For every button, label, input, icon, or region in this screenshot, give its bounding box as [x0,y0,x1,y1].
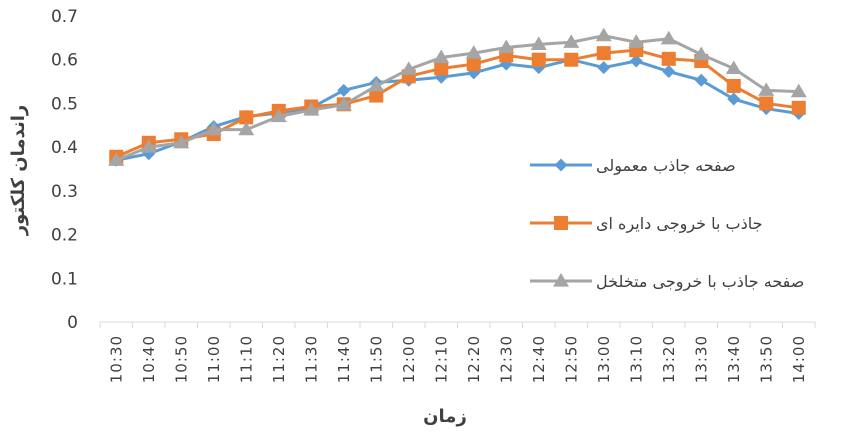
data-point [726,78,741,93]
data-point [270,108,287,123]
y-tick-label: 0.3 [51,182,78,202]
data-point [400,61,417,75]
data-point [662,65,676,79]
series-2 [109,43,806,164]
legend-marker [554,216,568,230]
y-tick-label: 0.2 [51,226,78,246]
x-tick-label: 13:30 [692,335,710,383]
data-point [628,34,645,48]
legend-item: جاذب با خروجی دایره ای [530,214,763,234]
data-point [303,101,320,116]
x-tick-label: 12:30 [497,335,515,383]
legend-label: صفحه جاذب با خروجی متخلخل [596,272,804,292]
legend: صفحه جاذب معمولی جاذب با خروجی دایره ای صف… [530,156,804,292]
legend-marker [553,273,569,287]
x-tick-label: 12:50 [562,335,580,383]
data-point [694,73,708,87]
data-point [563,34,580,48]
data-point [530,36,547,51]
data-point [140,139,157,153]
data-point [693,46,710,61]
legend-label: جاذب با خروجی دایره ای [596,214,763,234]
data-point [498,39,515,54]
x-tick-label: 13:20 [660,335,678,383]
x-tick-label: 13:00 [595,335,613,383]
x-tick-label: 12:40 [530,335,548,383]
y-tick-label: 0.4 [51,138,78,158]
data-point [595,27,612,42]
data-point [466,57,481,72]
data-point [239,110,254,125]
x-tick-label: 10:50 [172,335,190,383]
data-point [337,83,351,97]
series-line [115,34,799,162]
y-tick-label: 0.7 [51,7,78,27]
data-point [108,152,125,166]
data-point [727,92,741,106]
series-line [115,48,799,159]
y-tick-label: 0.5 [51,94,78,114]
y-tick-label: 0 [67,313,78,333]
data-point [791,100,806,115]
data-point [205,121,222,136]
legend-item: صفحه جاذب با خروجی متخلخل [530,272,804,292]
x-tick-label: 10:40 [140,335,158,383]
data-point [531,52,546,67]
legend-item: صفحه جاذب معمولی [530,156,736,176]
x-tick-label: 12:00 [400,335,418,383]
x-tick-label: 12:20 [465,335,483,383]
data-point [368,77,385,92]
data-point [790,83,807,98]
x-tick-label: 12:10 [432,335,450,383]
legend-label: صفحه جاذب معمولی [596,156,736,176]
legend-marker [554,158,568,172]
data-point [564,52,579,67]
x-tick-label: 10:30 [107,335,125,383]
data-point [759,96,774,111]
data-point [660,30,677,45]
data-point [596,46,611,61]
series-line [115,58,799,162]
data-point [433,49,450,64]
x-axis-title: زمان [423,406,467,427]
y-axis-title: راندمان کلکتور [8,105,29,237]
data-point [661,51,676,66]
x-tick-label: 11:30 [302,335,320,383]
x-tick-label: 13:10 [627,335,645,383]
data-point [434,61,449,76]
data-point [629,54,643,68]
y-tick-label: 0.1 [51,269,78,289]
data-point [597,61,611,75]
data-point [465,45,482,59]
data-point [725,60,742,75]
y-tick-label: 0.6 [51,51,78,71]
data-point [173,134,190,149]
x-tick-label: 11:50 [367,335,385,383]
x-tick-label: 11:00 [205,335,223,383]
axes: 0 0.1 0.2 0.3 0.4 0.5 0.6 0.7 10:30 10:40 10:50 11:… [51,7,816,383]
x-tick-label: 13:40 [725,335,743,383]
data-point [335,96,352,111]
x-tick-label: 11:10 [237,335,255,383]
x-tick-label: 11:40 [335,335,353,383]
series-1 [109,53,806,167]
x-tick-label: 14:00 [790,335,808,383]
data-point [369,88,384,103]
data-point [238,121,255,136]
series-3 [108,27,807,166]
data-point [532,61,546,75]
x-tick-label: 11:20 [270,335,288,383]
x-tick-label: 13:50 [757,335,775,383]
series-layer [108,27,807,167]
data-point [758,82,775,96]
data-point [499,57,513,71]
